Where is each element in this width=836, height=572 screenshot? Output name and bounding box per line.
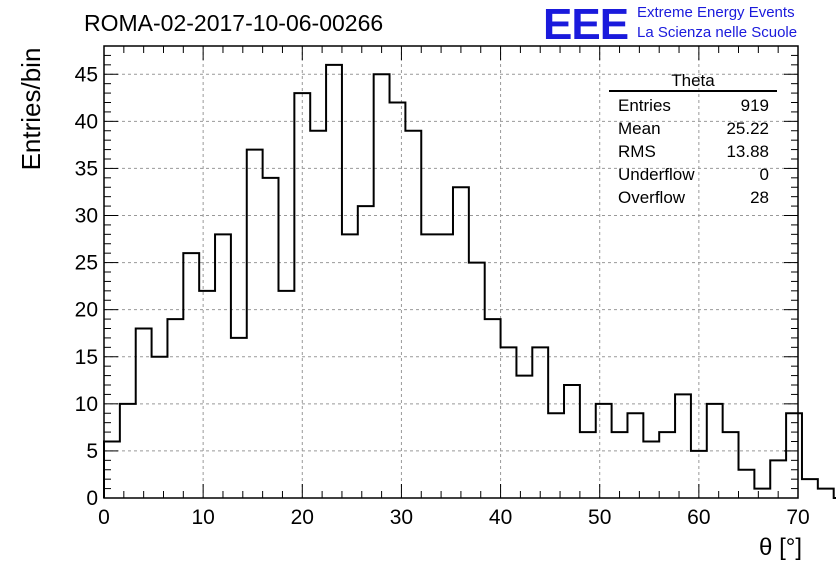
stats-value: 28 — [750, 188, 769, 207]
stats-label: Overflow — [618, 188, 686, 207]
stats-label: RMS — [618, 142, 656, 161]
stats-box: Theta Entries 919 Mean 25.22 RMS 13.88 U… — [609, 72, 777, 209]
y-tick-label: 25 — [75, 252, 98, 275]
histogram-bin — [548, 413, 564, 498]
histogram-bin — [723, 432, 739, 498]
histogram-bin — [659, 432, 675, 498]
histogram-bin — [405, 131, 421, 498]
x-tick-label: 10 — [191, 506, 214, 529]
histogram-bin — [183, 253, 199, 498]
histogram-bin — [390, 103, 406, 499]
stats-value: 13.88 — [726, 142, 769, 161]
stats-value: 0 — [759, 165, 769, 184]
x-tick-label: 70 — [786, 506, 809, 529]
stats-label: Underflow — [618, 165, 695, 184]
stats-label: Mean — [618, 119, 661, 138]
histogram-bin — [247, 150, 263, 498]
stats-value: 919 — [740, 96, 769, 115]
histogram-bin — [152, 357, 168, 498]
x-tick-label: 60 — [687, 506, 710, 529]
x-tick-label: 50 — [588, 506, 611, 529]
histogram-bin — [754, 489, 770, 498]
x-tick-label: 30 — [390, 506, 413, 529]
y-tick-label: 45 — [75, 63, 98, 86]
histogram-bin — [707, 404, 723, 498]
histogram-bin — [580, 432, 596, 498]
histogram-bin — [453, 187, 469, 498]
histogram-bin — [215, 234, 231, 498]
histogram-bin — [310, 131, 326, 498]
stats-row-mean: Mean 25.22 — [609, 117, 777, 140]
histogram-bin — [167, 319, 183, 498]
y-tick-label: 35 — [75, 157, 98, 180]
y-axis-label: Entries/bin — [16, 47, 46, 171]
histogram-bin — [231, 338, 247, 498]
histogram-bin — [564, 385, 580, 498]
histogram-bin — [437, 234, 453, 498]
histogram-bin — [469, 263, 485, 498]
histogram-bin — [818, 489, 834, 498]
y-tick-label: 15 — [75, 346, 98, 369]
histogram-bin — [802, 479, 818, 498]
histogram-bin — [739, 470, 755, 498]
histogram-bin — [501, 347, 517, 498]
histogram-bin — [532, 347, 548, 498]
x-tick-label: 0 — [98, 506, 110, 529]
axis-ticks — [103, 45, 799, 499]
histogram-bin — [627, 413, 643, 498]
histogram-bin — [643, 442, 659, 499]
stats-row-underflow: Underflow 0 — [609, 163, 777, 186]
stats-box-title: Theta — [609, 72, 777, 92]
y-tick-labels: 0 5 10 15 20 25 30 35 40 45 — [75, 63, 98, 510]
stats-row-rms: RMS 13.88 — [609, 140, 777, 163]
histogram-bin — [358, 206, 374, 498]
y-tick-label: 20 — [75, 299, 98, 322]
stats-value: 25.22 — [726, 119, 769, 138]
histogram-bin — [612, 432, 628, 498]
histogram-bin — [342, 234, 358, 498]
histogram-bin — [136, 329, 152, 499]
stats-row-overflow: Overflow 28 — [609, 186, 777, 209]
stats-row-entries: Entries 919 — [609, 94, 777, 117]
stats-label: Entries — [618, 96, 671, 115]
y-tick-label: 40 — [75, 110, 98, 133]
histogram-bin — [263, 178, 279, 498]
histogram-bin — [120, 404, 136, 498]
eee-logo: EEE — [543, 0, 629, 49]
histogram-bin — [485, 319, 501, 498]
histogram-series — [103, 63, 836, 499]
histogram-bin — [421, 234, 437, 498]
y-tick-label: 5 — [86, 440, 98, 463]
x-tick-label: 20 — [291, 506, 314, 529]
x-tick-labels: 0 10 20 30 40 50 60 70 — [98, 506, 810, 529]
logo-line-1: Extreme Energy Events — [637, 4, 795, 21]
x-axis-label: θ [°] — [759, 534, 802, 561]
histogram-bin — [326, 65, 342, 498]
logo-line-2: La Scienza nelle Scuole — [637, 24, 798, 41]
histogram-bin — [374, 74, 390, 498]
y-tick-label: 30 — [75, 205, 98, 228]
histogram-bin — [199, 291, 215, 498]
histogram-bin — [596, 404, 612, 498]
histogram-outline — [103, 63, 836, 499]
y-tick-label: 0 — [86, 487, 98, 510]
x-tick-label: 40 — [489, 506, 512, 529]
chart-title: ROMA-02-2017-10-06-00266 — [84, 10, 384, 36]
y-tick-label: 10 — [75, 393, 98, 416]
histogram-bin — [278, 291, 294, 498]
histogram-bin — [675, 394, 691, 498]
histogram-bin — [294, 93, 310, 498]
histogram-bin — [516, 376, 532, 498]
histogram-bin — [786, 413, 802, 498]
grid-lines — [104, 46, 798, 498]
